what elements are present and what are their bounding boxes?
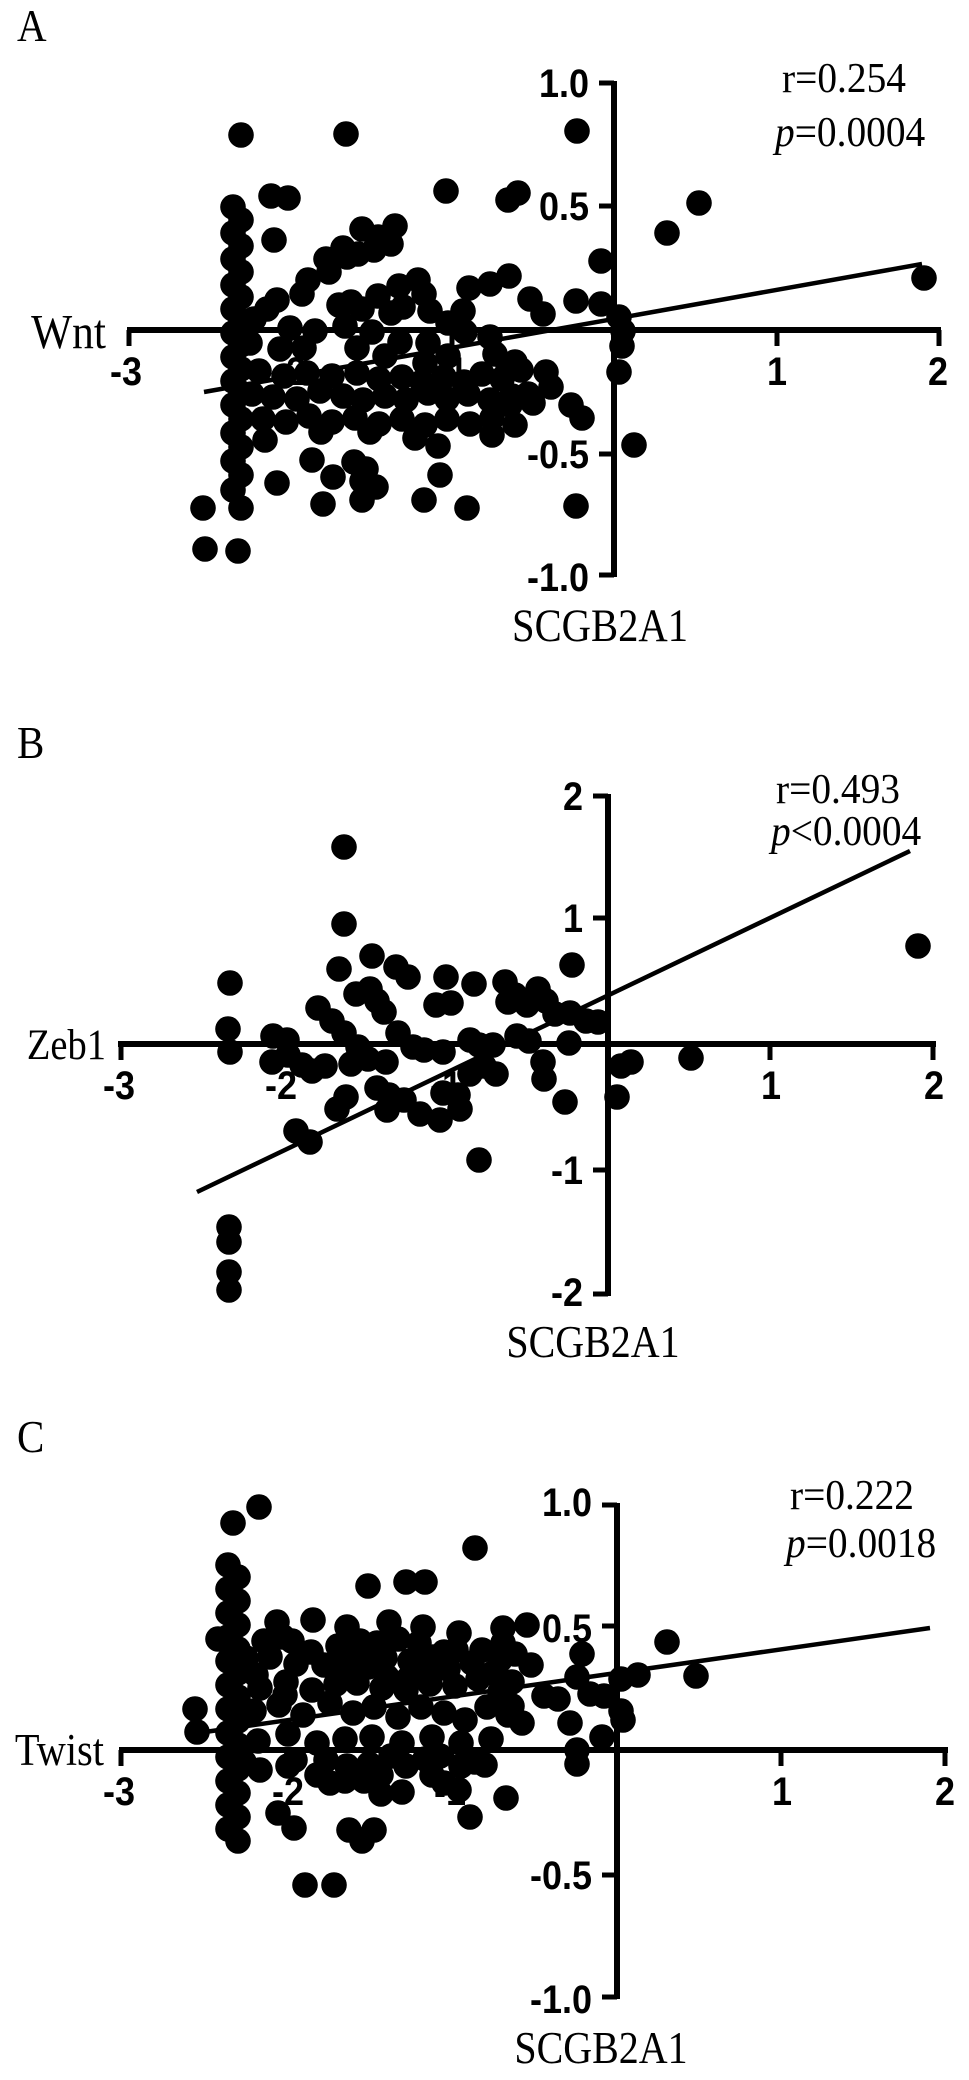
svg-text:1: 1: [563, 897, 583, 941]
svg-text:Wnt: Wnt: [31, 305, 106, 359]
svg-text:Twist: Twist: [15, 1726, 104, 1776]
svg-text:-1.0: -1.0: [530, 1978, 592, 2022]
svg-text:2: 2: [935, 1770, 955, 1814]
svg-text:2: 2: [563, 775, 583, 819]
svg-text:C: C: [17, 1412, 44, 1463]
svg-text:1: 1: [772, 1770, 792, 1814]
svg-text:2: 2: [924, 1064, 944, 1108]
svg-text:-2: -2: [551, 1271, 583, 1315]
svg-text:B: B: [17, 718, 44, 769]
svg-text:1: 1: [761, 1064, 781, 1108]
svg-text:Zeb1: Zeb1: [27, 1021, 106, 1068]
svg-text:p<0.0004: p<0.0004: [768, 807, 921, 855]
svg-text:A: A: [17, 1, 47, 52]
svg-text:-0.5: -0.5: [527, 433, 589, 477]
svg-text:p=0.0004: p=0.0004: [772, 108, 925, 156]
svg-text:-3: -3: [110, 350, 142, 394]
svg-text:r=0.222: r=0.222: [790, 1471, 914, 1519]
svg-text:1: 1: [767, 350, 787, 394]
svg-text:r=0.254: r=0.254: [782, 54, 906, 102]
svg-text:1.0: 1.0: [539, 62, 589, 106]
svg-text:p=0.0018: p=0.0018: [783, 1519, 936, 1567]
svg-text:-3: -3: [103, 1770, 135, 1814]
svg-text:2: 2: [928, 350, 948, 394]
svg-text:-1.0: -1.0: [527, 556, 589, 600]
svg-text:1.0: 1.0: [542, 1481, 592, 1525]
svg-text:SCGB2A1: SCGB2A1: [506, 1318, 679, 1368]
svg-text:-0.5: -0.5: [530, 1854, 592, 1898]
svg-text:-1: -1: [551, 1149, 583, 1193]
svg-text:-3: -3: [103, 1064, 135, 1108]
svg-text:SCGB2A1: SCGB2A1: [514, 2024, 687, 2074]
svg-text:0.5: 0.5: [539, 185, 589, 229]
svg-text:SCGB2A1: SCGB2A1: [512, 600, 688, 651]
svg-text:r=0.493: r=0.493: [776, 765, 900, 813]
